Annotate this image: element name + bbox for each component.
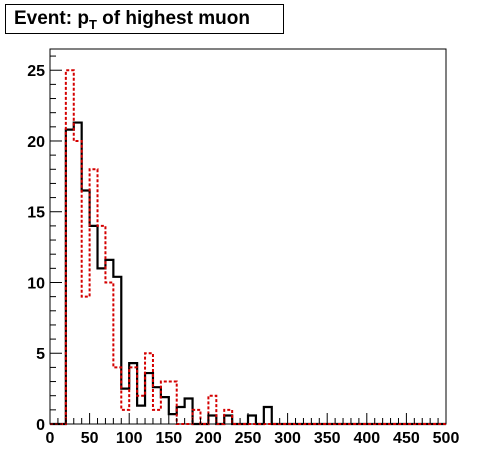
- y-tick-label: 10: [27, 275, 45, 292]
- x-tick-label: 500: [433, 430, 460, 447]
- histogram-series-dotted-red: [50, 69, 446, 425]
- chart-title-suffix: of highest muon: [96, 8, 250, 29]
- x-tick-label: 350: [314, 430, 341, 447]
- plot-frame: [49, 48, 447, 425]
- x-tick-label: 100: [116, 430, 143, 447]
- x-tick-label: 50: [81, 430, 99, 447]
- x-tick-label: 200: [195, 430, 222, 447]
- x-tick-label: 250: [235, 430, 262, 447]
- y-tick-label: 15: [27, 205, 45, 222]
- y-tick-label: 5: [36, 346, 45, 363]
- x-tick-label: 450: [393, 430, 420, 447]
- y-tick-label: 25: [27, 63, 45, 80]
- x-tick-label: 300: [274, 430, 301, 447]
- x-tick-label: 0: [46, 430, 55, 447]
- chart-title: Event: pT of highest muon: [5, 4, 284, 34]
- x-tick-label: 150: [155, 430, 182, 447]
- axis-layer: 0 50 100 150 200 250 300 350 400 450 500 0 5 10 15 20 25: [27, 55, 460, 447]
- y-tick-label: 20: [27, 134, 45, 151]
- chart-title-prefix: Event: p: [14, 8, 89, 29]
- y-tick-label: 0: [36, 417, 45, 434]
- chart-title-subscript: T: [88, 17, 97, 32]
- x-tick-label: 400: [353, 430, 380, 447]
